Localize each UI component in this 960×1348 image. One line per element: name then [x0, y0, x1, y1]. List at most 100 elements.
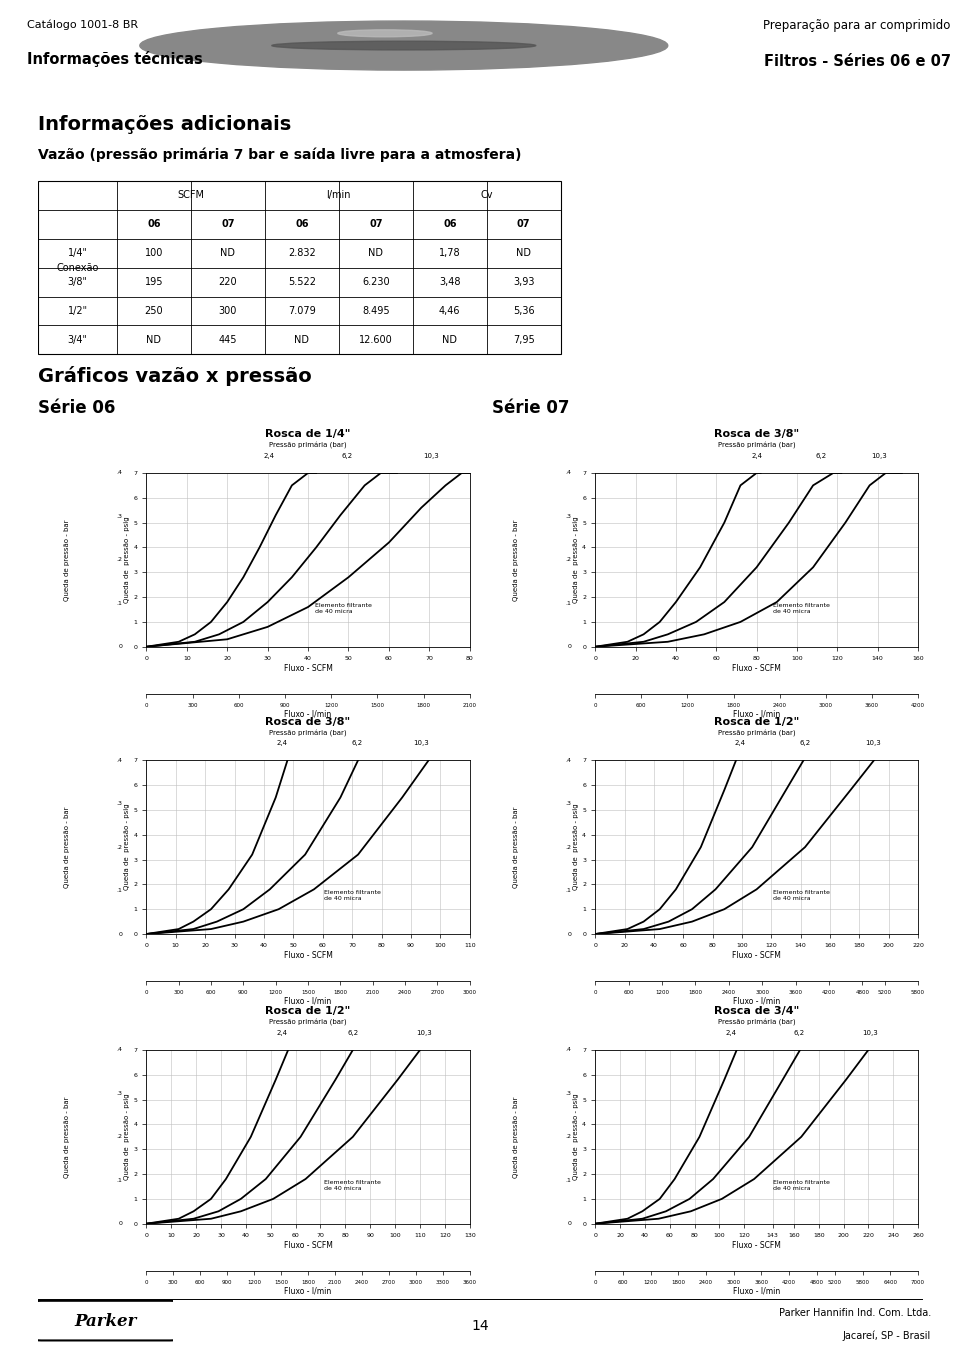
X-axis label: Fluxo - l/min: Fluxo - l/min — [733, 1286, 780, 1295]
Text: Informações adicionais: Informações adicionais — [38, 115, 292, 133]
Y-axis label: Queda de  pressão - psig: Queda de pressão - psig — [125, 803, 131, 891]
Text: 1/4": 1/4" — [68, 248, 87, 259]
Text: Pressão primária (bar): Pressão primária (bar) — [269, 729, 347, 736]
Text: Cv: Cv — [481, 190, 493, 201]
Text: 12.600: 12.600 — [359, 334, 393, 345]
Text: 6,2: 6,2 — [793, 1030, 804, 1035]
Text: ND: ND — [443, 334, 457, 345]
Text: 3/4": 3/4" — [68, 334, 87, 345]
Text: .2: .2 — [116, 557, 122, 562]
Text: .3: .3 — [565, 1091, 571, 1096]
X-axis label: Fluxo - SCFM: Fluxo - SCFM — [283, 1240, 332, 1250]
Text: Rosca de 3/8": Rosca de 3/8" — [266, 717, 350, 727]
Text: .1: .1 — [116, 1178, 122, 1182]
Text: 8.495: 8.495 — [362, 306, 390, 315]
Text: Informações técnicas: Informações técnicas — [27, 51, 203, 67]
Text: Vazão (pressão primária 7 bar e saída livre para a atmosfera): Vazão (pressão primária 7 bar e saída li… — [38, 147, 522, 162]
Text: .4: .4 — [116, 758, 122, 763]
Text: 2,4: 2,4 — [264, 453, 275, 458]
Text: 07: 07 — [517, 220, 531, 229]
Text: 6,2: 6,2 — [800, 740, 810, 747]
Text: Rosca de 1/2": Rosca de 1/2" — [714, 717, 800, 727]
Text: Filtros - Séries 06 e 07: Filtros - Séries 06 e 07 — [763, 54, 950, 69]
Text: 0: 0 — [118, 644, 122, 650]
Text: Preparação para ar comprimido: Preparação para ar comprimido — [763, 19, 950, 32]
X-axis label: Fluxo - SCFM: Fluxo - SCFM — [732, 950, 781, 960]
Text: 300: 300 — [219, 306, 237, 315]
Text: .1: .1 — [565, 1178, 571, 1182]
Text: Pressão primária (bar): Pressão primária (bar) — [718, 1019, 796, 1026]
Text: Série 06: Série 06 — [38, 399, 116, 417]
Text: .2: .2 — [116, 845, 122, 849]
Text: ND: ND — [221, 248, 235, 259]
Text: .4: .4 — [565, 1047, 571, 1053]
Text: .4: .4 — [565, 470, 571, 476]
Text: Parker Hannifin Ind. Com. Ltda.: Parker Hannifin Ind. Com. Ltda. — [779, 1308, 931, 1318]
Text: 100: 100 — [145, 248, 163, 259]
Text: 10,3: 10,3 — [423, 453, 439, 458]
Text: Queda de pressão - bar: Queda de pressão - bar — [513, 1096, 519, 1178]
Text: 14: 14 — [471, 1320, 489, 1333]
Text: Pressão primária (bar): Pressão primária (bar) — [718, 729, 796, 736]
Text: 3,93: 3,93 — [513, 278, 535, 287]
X-axis label: Fluxo - l/min: Fluxo - l/min — [284, 709, 331, 718]
Text: Queda de pressão - bar: Queda de pressão - bar — [513, 519, 519, 601]
Text: .2: .2 — [565, 1134, 571, 1139]
Text: Elemento filtrante
de 40 micra: Elemento filtrante de 40 micra — [773, 1180, 829, 1190]
Text: 6,2: 6,2 — [342, 453, 352, 458]
Text: .1: .1 — [116, 888, 122, 894]
Text: 1,78: 1,78 — [439, 248, 461, 259]
Text: Conexão: Conexão — [57, 263, 99, 272]
Text: Elemento filtrante
de 40 micra: Elemento filtrante de 40 micra — [773, 891, 829, 902]
Text: 10,3: 10,3 — [414, 740, 429, 747]
Y-axis label: Queda de  pressão - psig: Queda de pressão - psig — [573, 1093, 580, 1180]
Text: 3/8": 3/8" — [68, 278, 87, 287]
Text: 06: 06 — [295, 220, 308, 229]
Text: 2,4: 2,4 — [735, 740, 746, 747]
X-axis label: Fluxo - l/min: Fluxo - l/min — [284, 1286, 331, 1295]
Text: ND: ND — [369, 248, 383, 259]
Text: .4: .4 — [116, 470, 122, 476]
Text: Elemento filtrante
de 40 micra: Elemento filtrante de 40 micra — [324, 1180, 381, 1190]
Text: 10,3: 10,3 — [417, 1030, 432, 1035]
Y-axis label: Queda de  pressão - psig: Queda de pressão - psig — [573, 803, 580, 891]
Text: 250: 250 — [145, 306, 163, 315]
X-axis label: Fluxo - SCFM: Fluxo - SCFM — [732, 1240, 781, 1250]
Text: Queda de pressão - bar: Queda de pressão - bar — [64, 519, 70, 601]
Text: 10,3: 10,3 — [872, 453, 887, 458]
Text: Rosca de 3/8": Rosca de 3/8" — [714, 430, 799, 439]
Text: 10,3: 10,3 — [862, 1030, 877, 1035]
Text: 06: 06 — [147, 220, 160, 229]
Text: Pressão primária (bar): Pressão primária (bar) — [718, 442, 796, 449]
Text: Catálogo 1001-8 BR: Catálogo 1001-8 BR — [27, 19, 138, 30]
Text: Gráficos vazão x pressão: Gráficos vazão x pressão — [38, 367, 312, 387]
Text: .3: .3 — [116, 1091, 122, 1096]
Text: 3,48: 3,48 — [439, 278, 461, 287]
Text: 2,4: 2,4 — [276, 740, 288, 747]
Text: 0: 0 — [118, 1221, 122, 1227]
X-axis label: Fluxo - SCFM: Fluxo - SCFM — [283, 663, 332, 673]
X-axis label: Fluxo - l/min: Fluxo - l/min — [733, 996, 780, 1006]
Text: Parker: Parker — [75, 1313, 136, 1329]
Bar — [38, 181, 561, 355]
Text: Elemento filtrante
de 40 micra: Elemento filtrante de 40 micra — [315, 603, 372, 613]
Text: .1: .1 — [565, 601, 571, 605]
Text: Elemento filtrante
de 40 micra: Elemento filtrante de 40 micra — [773, 603, 829, 613]
Text: 10,3: 10,3 — [865, 740, 880, 747]
Text: Índice: Índice — [6, 32, 12, 55]
Ellipse shape — [272, 42, 536, 50]
Text: .3: .3 — [565, 801, 571, 806]
Text: Pressão primária (bar): Pressão primária (bar) — [269, 442, 347, 449]
Text: ND: ND — [295, 334, 309, 345]
Y-axis label: Queda de  pressão - psig: Queda de pressão - psig — [125, 516, 131, 603]
Text: .2: .2 — [116, 1134, 122, 1139]
Text: 0: 0 — [567, 644, 571, 650]
Text: 220: 220 — [219, 278, 237, 287]
Text: Queda de pressão - bar: Queda de pressão - bar — [513, 806, 519, 888]
Text: .3: .3 — [565, 514, 571, 519]
Text: Rosca de 1/2": Rosca de 1/2" — [265, 1007, 350, 1016]
Text: 2,4: 2,4 — [751, 453, 762, 458]
Text: Queda de pressão - bar: Queda de pressão - bar — [64, 806, 70, 888]
Text: .3: .3 — [116, 801, 122, 806]
Text: SCFM: SCFM — [178, 190, 204, 201]
